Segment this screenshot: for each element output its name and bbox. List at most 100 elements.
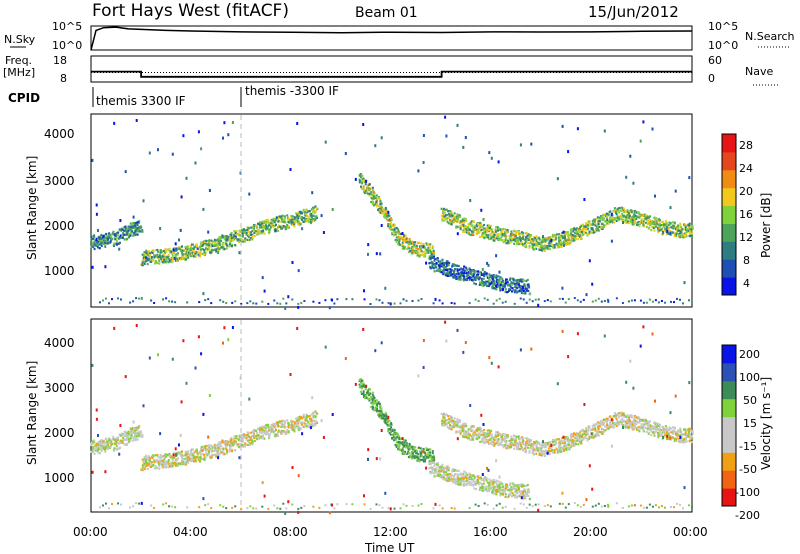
isolated-point-3151	[261, 276, 264, 280]
data-point-1-769	[257, 435, 260, 438]
data-point-3-1615	[490, 433, 493, 436]
isolated-point-3203	[674, 189, 677, 193]
data-point-1-350	[164, 260, 167, 263]
data-point-3-2363	[653, 223, 656, 226]
data-point-1-639	[226, 443, 229, 446]
data-point-3-1552	[479, 225, 482, 228]
data-point-3-1739	[518, 232, 521, 235]
data-point-1-310	[158, 262, 161, 265]
data-point-3-2382	[657, 231, 660, 234]
data-point-3-1623	[493, 436, 496, 439]
data-point-4-2906	[503, 285, 506, 288]
data-point-2-1156	[384, 421, 387, 424]
data-point-3-1900	[553, 234, 556, 237]
data-point-2-1336	[423, 254, 426, 257]
data-point-1-339	[163, 261, 166, 264]
data-point-1-641	[229, 447, 231, 451]
data-point-1-1035	[315, 420, 318, 424]
isolated-point-3272	[197, 130, 200, 134]
data-point-3-2231	[626, 209, 629, 212]
data-point-1-375	[170, 251, 173, 254]
cpid-segment-1: themis 3300 IF	[96, 94, 186, 108]
data-point-4-2772	[475, 273, 478, 276]
colorbar-segment-3	[722, 223, 736, 242]
data-point-1-979	[302, 422, 305, 425]
data-point-3-1666	[504, 236, 507, 239]
data-point-1-758	[253, 234, 256, 238]
data-point-3-1953	[564, 232, 567, 235]
data-point-3-1485	[463, 426, 466, 429]
data-point-0-121	[116, 233, 119, 236]
data-point-2-1127	[376, 205, 379, 208]
data-point-1-986	[304, 416, 306, 419]
data-point-4-2545	[429, 261, 432, 264]
data-point-4-2601	[441, 263, 444, 266]
data-point-4-2579	[437, 260, 440, 263]
data-point-1-680	[234, 235, 237, 238]
data-point-3-1626	[494, 442, 497, 445]
data-point-4-2823	[488, 284, 490, 288]
data-point-3-1444	[456, 225, 459, 229]
data-point-2-1211	[395, 226, 398, 230]
data-point-1-981	[302, 425, 305, 428]
data-point-1-323	[159, 255, 162, 258]
data-point-3-1800	[532, 240, 535, 243]
data-point-4-2624	[445, 274, 448, 277]
data-point-2-1075	[367, 392, 370, 395]
data-point-1-454	[187, 461, 190, 464]
data-point-1-267	[147, 250, 150, 253]
data-point-1-603	[218, 237, 221, 240]
data-point-2-1281	[409, 445, 412, 449]
data-point-3-1630	[495, 431, 498, 434]
data-point-3-2183	[616, 215, 619, 218]
isolated-point-3162	[178, 238, 180, 242]
data-point-1-538	[205, 444, 208, 447]
data-point-1-504	[199, 255, 202, 258]
data-point-1-499	[195, 243, 198, 246]
data-point-4-2805	[483, 281, 486, 284]
data-point-2-1189	[390, 217, 393, 220]
clutter-point-3044	[249, 300, 252, 303]
data-point-4-2847	[492, 279, 495, 282]
data-point-3-2339	[647, 220, 650, 223]
data-point-3-1572	[484, 231, 487, 234]
data-point-3-1492	[465, 231, 468, 234]
data-point-0-143	[121, 228, 124, 231]
data-point-3-1534	[474, 429, 477, 432]
data-point-2-1139	[379, 211, 382, 214]
data-point-3-1542	[476, 435, 479, 438]
data-point-3-2090	[594, 224, 597, 227]
data-point-3-1711	[513, 242, 516, 245]
data-point-3-1579	[483, 229, 486, 232]
data-point-4-2855	[493, 281, 496, 284]
data-point-1-301	[153, 460, 156, 463]
data-point-0-169	[129, 225, 132, 228]
data-point-0-86	[108, 232, 111, 235]
data-point-1-864	[277, 425, 280, 428]
data-point-1-905	[284, 426, 287, 429]
data-point-3-1455	[459, 221, 462, 224]
data-point-3-1610	[489, 229, 492, 232]
data-point-3-1905	[555, 242, 558, 245]
data-point-2-1335	[422, 253, 425, 256]
velocity-data-points	[90, 320, 694, 515]
data-point-3-1975	[569, 234, 572, 237]
data-point-0-49	[100, 438, 103, 442]
data-point-3-1603	[490, 429, 493, 433]
data-point-2-1093	[371, 197, 374, 200]
data-point-4-2703	[459, 273, 462, 276]
data-point-4-2806	[482, 272, 485, 275]
data-point-1-744	[251, 238, 254, 241]
data-point-1-622	[222, 242, 225, 246]
data-point-1-812	[266, 432, 269, 436]
data-point-1-908	[286, 430, 289, 433]
data-point-0-172	[129, 434, 132, 437]
data-point-1-626	[223, 440, 226, 443]
clutter-point-3128	[651, 300, 654, 303]
data-point-1-280	[150, 259, 153, 262]
isolated-point-3236	[354, 177, 357, 181]
data-point-1-1015	[310, 208, 313, 211]
data-point-1-1038	[314, 423, 317, 426]
data-point-2-1237	[400, 237, 403, 240]
data-point-2-1164	[385, 210, 388, 213]
